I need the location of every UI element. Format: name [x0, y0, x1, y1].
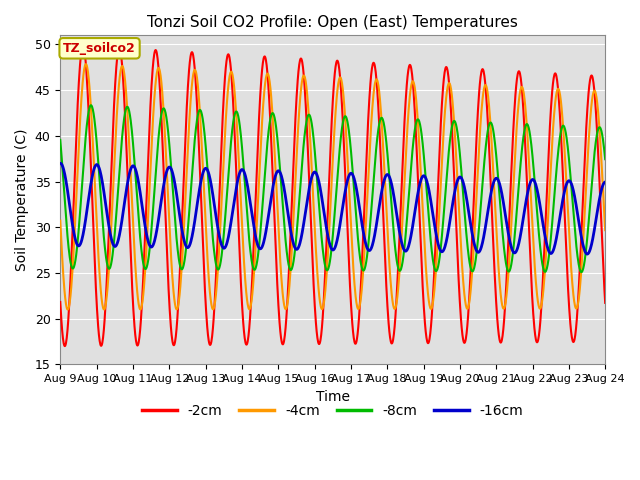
Y-axis label: Soil Temperature (C): Soil Temperature (C)	[15, 129, 29, 271]
Text: TZ_soilco2: TZ_soilco2	[63, 42, 136, 55]
Title: Tonzi Soil CO2 Profile: Open (East) Temperatures: Tonzi Soil CO2 Profile: Open (East) Temp…	[147, 15, 518, 30]
Legend: -2cm, -4cm, -8cm, -16cm: -2cm, -4cm, -8cm, -16cm	[136, 398, 529, 423]
X-axis label: Time: Time	[316, 390, 349, 404]
